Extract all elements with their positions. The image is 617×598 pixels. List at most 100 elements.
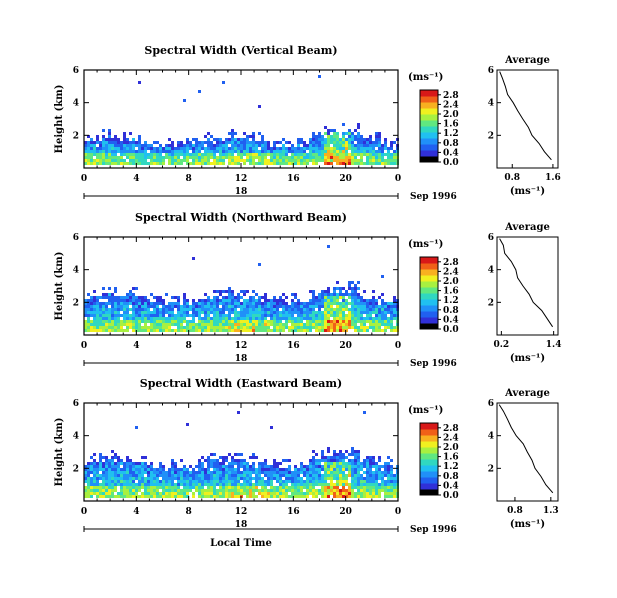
- heatmap-cell: [243, 162, 246, 165]
- heatmap-cell: [342, 459, 345, 462]
- heatmap-cell: [276, 489, 279, 492]
- heatmap-cell: [156, 159, 159, 162]
- heatmap-cell: [192, 480, 195, 483]
- heatmap-cell: [162, 314, 165, 317]
- heatmap-cell: [300, 486, 303, 489]
- heatmap-cell: [102, 296, 105, 299]
- heatmap-cell: [315, 480, 318, 483]
- heatmap-cell: [378, 141, 381, 144]
- heatmap-cell: [126, 480, 129, 483]
- heatmap-cell: [345, 156, 348, 159]
- heatmap-cell: [297, 468, 300, 471]
- heatmap-cell: [258, 477, 261, 480]
- heatmap-cell: [228, 287, 231, 290]
- heatmap-cell: [327, 456, 330, 459]
- heatmap-cell: [225, 314, 228, 317]
- heatmap-cell: [147, 162, 150, 165]
- heatmap-cell: [276, 474, 279, 477]
- heatmap-cell: [219, 314, 222, 317]
- heatmap-cell: [198, 150, 201, 153]
- heatmap-cell: [357, 141, 360, 144]
- heatmap-cell: [249, 329, 252, 332]
- heatmap-cell: [381, 156, 384, 159]
- heatmap-cell: [231, 311, 234, 314]
- heatmap-cell: [384, 159, 387, 162]
- heatmap-cell: [189, 323, 192, 326]
- heatmap-cell: [120, 147, 123, 150]
- heatmap-cell: [246, 477, 249, 480]
- heatmap-cell: [336, 477, 339, 480]
- heatmap-cell: [144, 468, 147, 471]
- heatmap-cell: [138, 489, 141, 492]
- heatmap-cell: [228, 299, 231, 302]
- heatmap-cell: [177, 480, 180, 483]
- heatmap-cell: [249, 486, 252, 489]
- x-tick-label: 12: [235, 174, 248, 184]
- heatmap-cell: [99, 453, 102, 456]
- heatmap-cell: [147, 465, 150, 468]
- panel-1: Spectral Width (Vertical Beam)0 4 8 12 16 20 0…: [54, 44, 561, 202]
- heatmap-cell: [114, 311, 117, 314]
- heatmap-cell: [204, 492, 207, 495]
- heatmap-cell: [243, 159, 246, 162]
- heatmap-cell: [99, 302, 102, 305]
- heatmap-cell: [150, 489, 153, 492]
- heatmap-cell: [387, 492, 390, 495]
- heatmap-cell: [360, 468, 363, 471]
- heatmap-cell: [228, 308, 231, 311]
- heatmap-cell: [177, 314, 180, 317]
- heatmap-cell: [147, 311, 150, 314]
- heatmap-cell: [201, 299, 204, 302]
- heatmap-cell: [84, 302, 87, 305]
- heatmap-cell: [243, 486, 246, 489]
- heatmap-cell: [87, 153, 90, 156]
- heatmap-cell: [153, 305, 156, 308]
- heatmap-cell: [393, 156, 396, 159]
- heatmap-cell: [384, 138, 387, 141]
- heatmap-cell: [255, 156, 258, 159]
- heatmap-cell: [129, 162, 132, 165]
- heatmap-cell: [282, 317, 285, 320]
- heatmap-cell: [354, 323, 357, 326]
- heatmap-cell: [135, 492, 138, 495]
- heatmap-cell: [171, 474, 174, 477]
- heatmap-cell: [333, 317, 336, 320]
- heatmap-cell: [327, 153, 330, 156]
- heatmap-cell: [276, 308, 279, 311]
- heatmap-cell: [357, 471, 360, 474]
- heatmap-cell: [330, 147, 333, 150]
- heatmap-cell: [171, 305, 174, 308]
- heatmap-cell: [228, 474, 231, 477]
- heatmap-cell: [366, 153, 369, 156]
- heatmap-cell: [231, 135, 234, 138]
- heatmap-cell: [210, 477, 213, 480]
- average-title: Average: [504, 222, 550, 233]
- heatmap-cell: [240, 326, 243, 329]
- heatmap-cell: [186, 159, 189, 162]
- heatmap-cell: [375, 326, 378, 329]
- x-tick-label: 0: [395, 174, 401, 184]
- heatmap-cell: [96, 138, 99, 141]
- heatmap-cell: [300, 492, 303, 495]
- heatmap-cell: [108, 138, 111, 141]
- heatmap-cell: [216, 462, 219, 465]
- heatmap-cell: [270, 302, 273, 305]
- heatmap-cell: [225, 320, 228, 323]
- heatmap-cell: [330, 459, 333, 462]
- heatmap-cell: [135, 150, 138, 153]
- heatmap-cell: [240, 308, 243, 311]
- heatmap-cell: [384, 462, 387, 465]
- heatmap-cell: [111, 495, 114, 498]
- heatmap-cell: [114, 290, 117, 293]
- heatmap-cell: [351, 296, 354, 299]
- heatmap-cell: [333, 495, 336, 498]
- heatmap-cell: [177, 296, 180, 299]
- heatmap-cell: [312, 141, 315, 144]
- heatmap-cell: [360, 477, 363, 480]
- heatmap-cell: [186, 477, 189, 480]
- heatmap-cell: [291, 302, 294, 305]
- heatmap-cell: [108, 474, 111, 477]
- heatmap-cell: [366, 141, 369, 144]
- heatmap-cell: [315, 147, 318, 150]
- heatmap-cell: [204, 135, 207, 138]
